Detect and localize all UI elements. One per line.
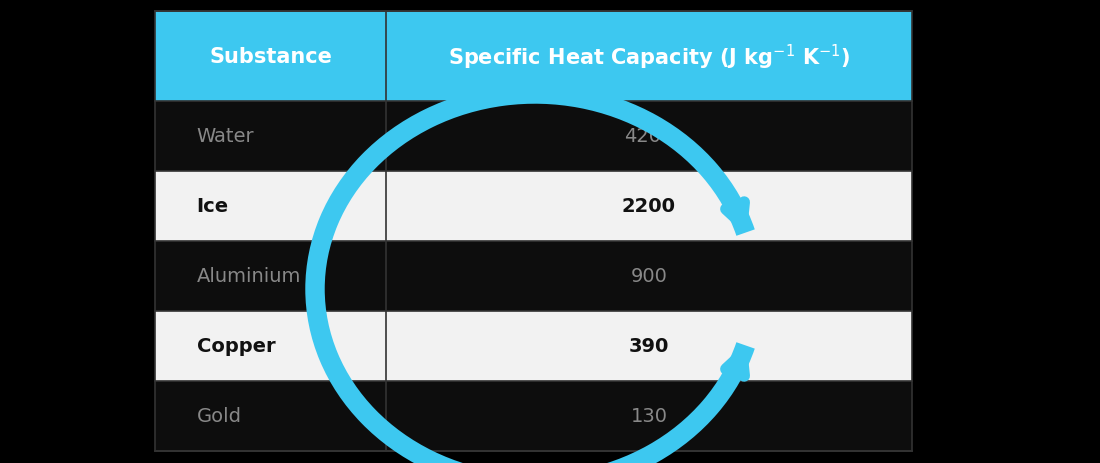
Text: Substance: Substance (209, 47, 332, 67)
Text: Ice: Ice (197, 197, 229, 216)
Text: Gold: Gold (197, 407, 242, 425)
Bar (155, 381, 386, 451)
Bar (386, 172, 912, 242)
Text: 2200: 2200 (621, 197, 675, 216)
Text: 4200: 4200 (625, 127, 673, 146)
Text: Aluminium: Aluminium (197, 267, 301, 286)
Bar (155, 311, 386, 381)
Text: 130: 130 (630, 407, 668, 425)
Text: Specific Heat Capacity (J kg$^{-1}$ K$^{-1}$): Specific Heat Capacity (J kg$^{-1}$ K$^{… (448, 42, 850, 71)
Text: 390: 390 (629, 337, 669, 356)
Bar (155, 12, 386, 102)
Text: 900: 900 (630, 267, 668, 286)
Bar (386, 311, 912, 381)
Bar (386, 12, 912, 102)
Bar (386, 381, 912, 451)
Bar (386, 242, 912, 311)
Text: Copper: Copper (197, 337, 275, 356)
Bar (386, 102, 912, 172)
Text: Water: Water (197, 127, 254, 146)
Bar (155, 172, 386, 242)
Bar (155, 242, 386, 311)
Bar (155, 12, 912, 451)
Bar (155, 102, 386, 172)
